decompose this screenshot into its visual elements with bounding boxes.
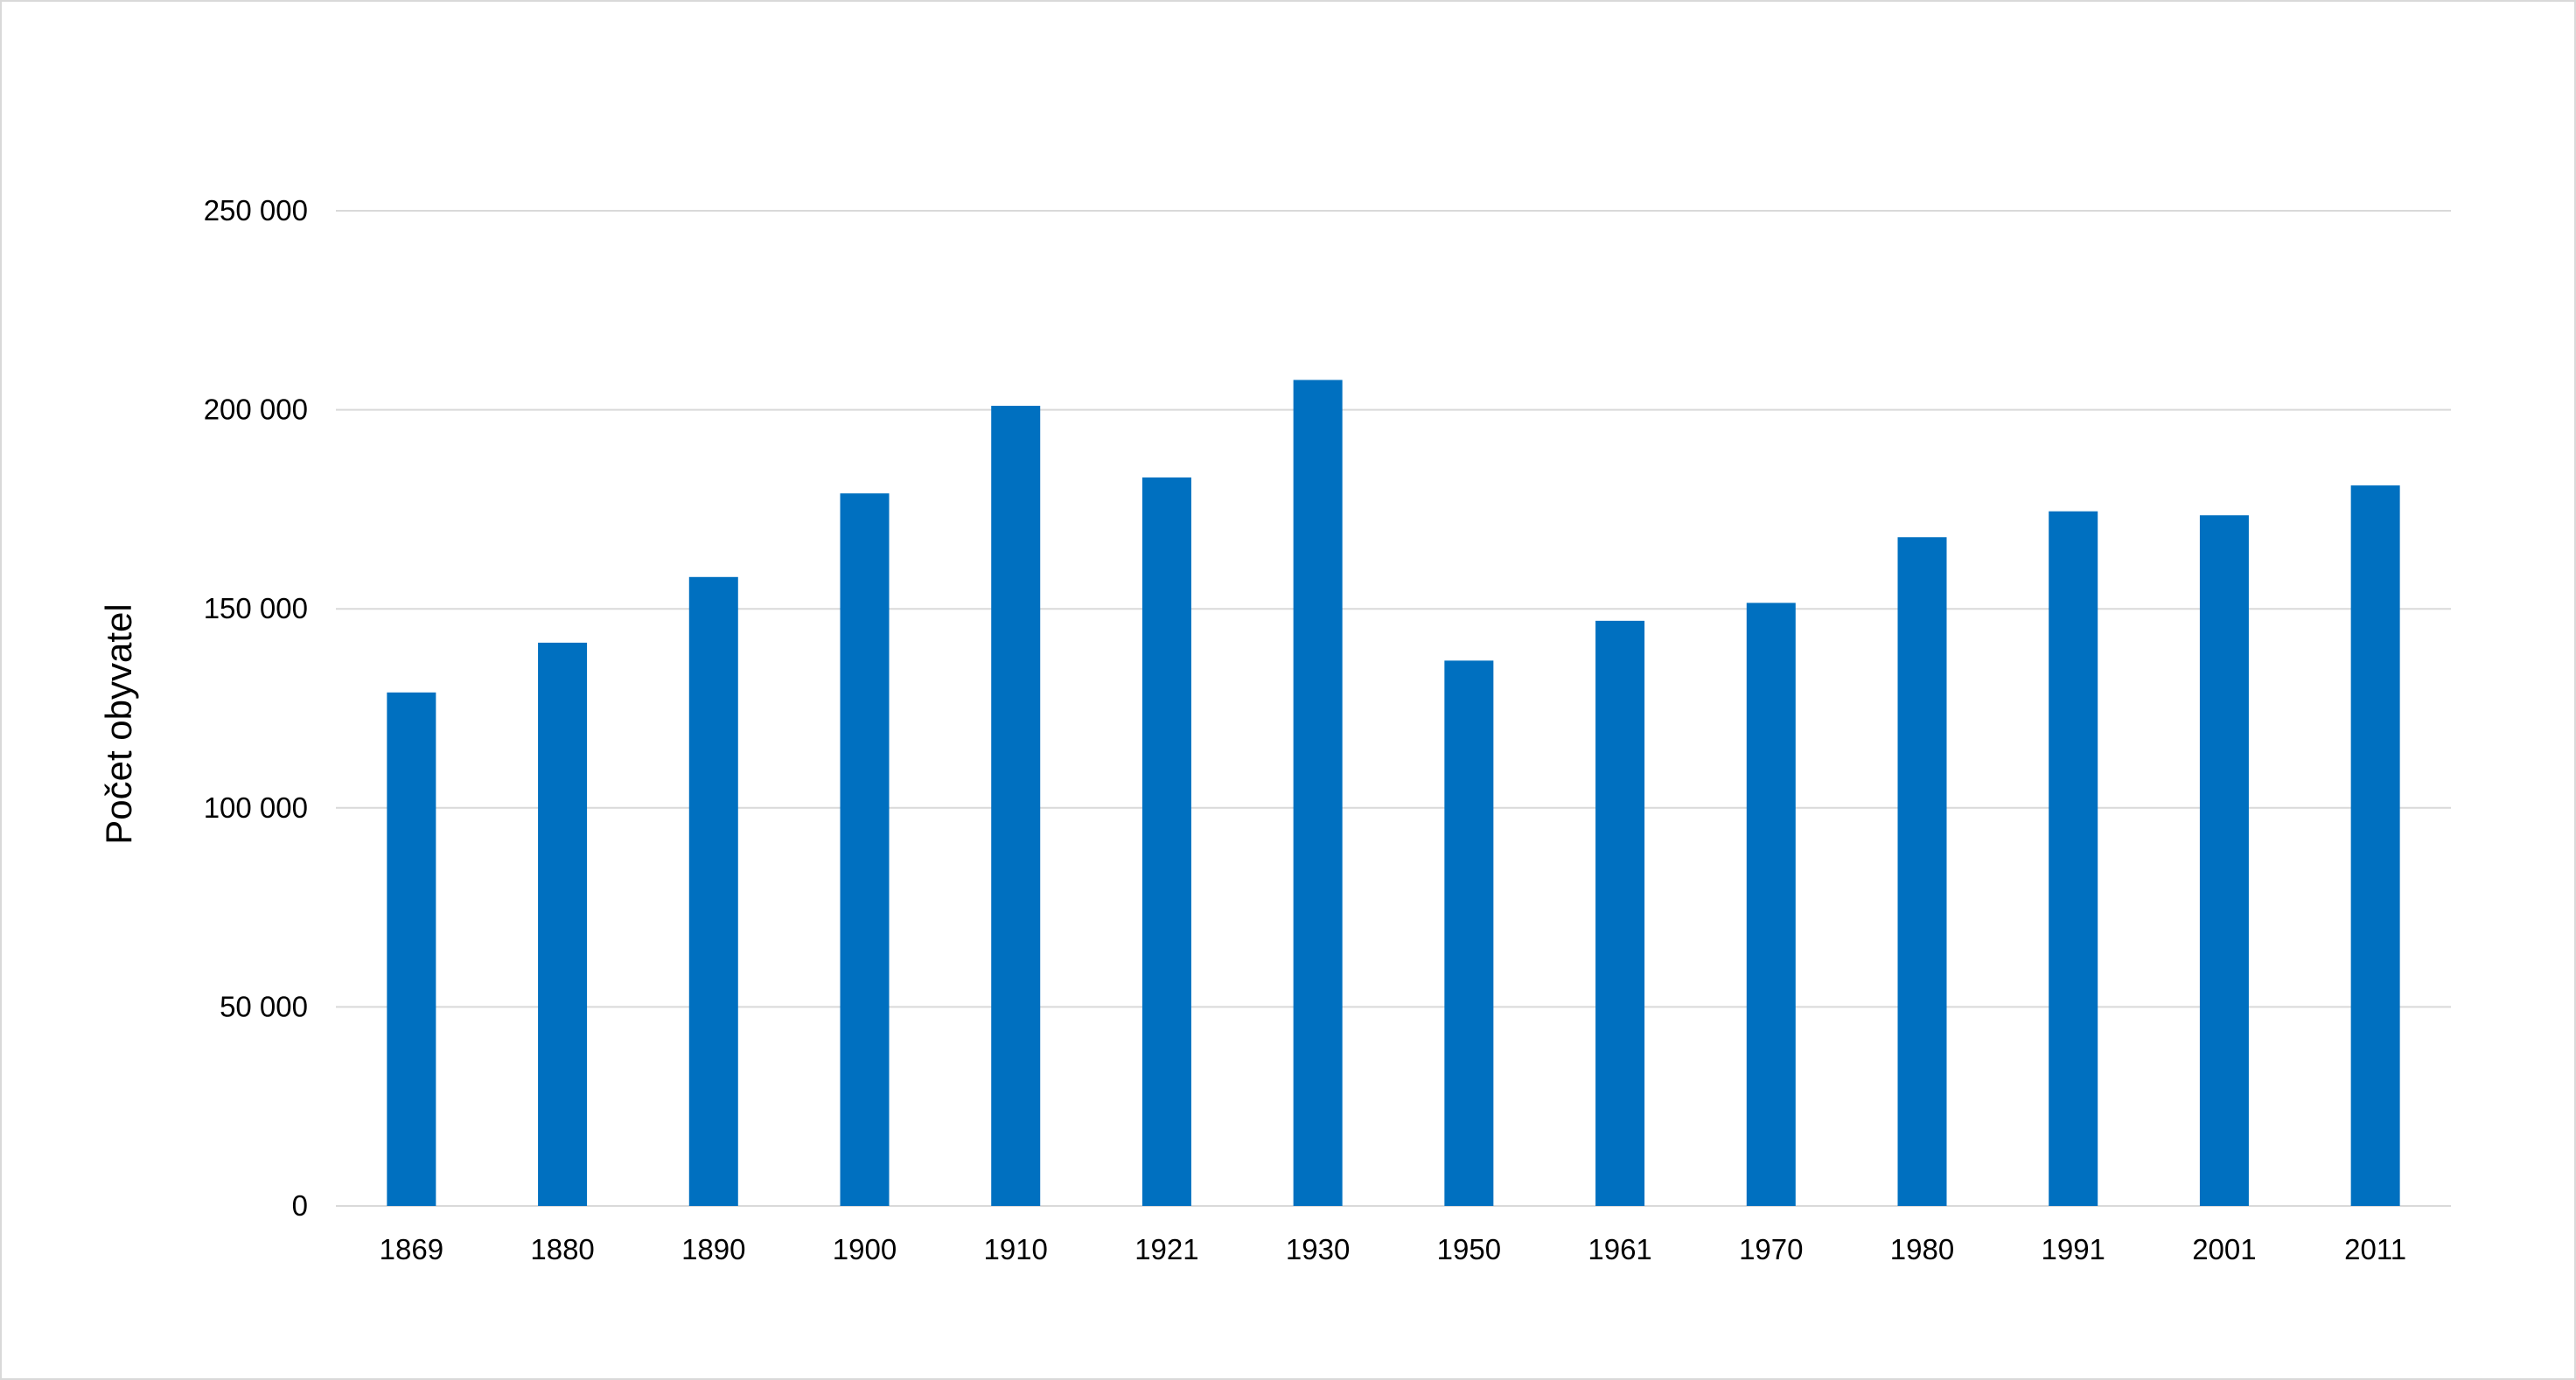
bar-1980 [1897, 537, 1947, 1206]
x-tick-label: 1910 [984, 1233, 1048, 1265]
x-tick-label: 1991 [2042, 1233, 2105, 1265]
bar-1970 [1746, 603, 1796, 1206]
x-axis-tick-labels: 1869 1880 1890 1900 1910 1921 1930 1950 1961 1970… [380, 1233, 2406, 1265]
x-tick-label: 1890 [681, 1233, 745, 1265]
x-tick-label: 1950 [1437, 1233, 1501, 1265]
x-tick-label: 1869 [380, 1233, 443, 1265]
bar-1900 [840, 493, 890, 1206]
bars [387, 380, 2400, 1207]
x-tick-label: 1961 [1588, 1233, 1651, 1265]
bar-1890 [688, 576, 738, 1206]
gridlines [336, 210, 2451, 1207]
y-tick-label: 200 000 [204, 394, 308, 426]
x-tick-label: 1921 [1134, 1233, 1198, 1265]
x-tick-label: 1880 [530, 1233, 594, 1265]
y-axis-tick-labels: 0 50 000 100 000 150 000 200 000 250 000 [204, 194, 308, 1222]
bar-2001 [2199, 515, 2249, 1206]
x-tick-label: 1980 [1890, 1233, 1954, 1265]
bar-1950 [1444, 660, 1494, 1206]
x-tick-label: 1930 [1286, 1233, 1350, 1265]
bar-1910 [991, 406, 1041, 1207]
y-tick-label: 100 000 [204, 791, 308, 824]
bar-1921 [1141, 477, 1191, 1206]
bar-1961 [1595, 620, 1645, 1206]
y-tick-label: 250 000 [204, 194, 308, 227]
y-axis-title: Počet obyvatel [98, 603, 139, 845]
bar-1991 [2049, 511, 2098, 1206]
bar-1869 [387, 692, 436, 1206]
y-tick-label: 0 [292, 1189, 308, 1222]
x-tick-label: 2001 [2192, 1233, 2256, 1265]
x-tick-label: 1900 [833, 1233, 897, 1265]
bar-2011 [2350, 485, 2400, 1206]
x-tick-label: 1970 [1739, 1233, 1803, 1265]
x-tick-label: 2011 [2344, 1233, 2406, 1265]
y-tick-label: 150 000 [204, 592, 308, 624]
y-tick-label: 50 000 [220, 990, 308, 1022]
bar-1880 [538, 642, 588, 1206]
bar-1930 [1293, 380, 1343, 1207]
